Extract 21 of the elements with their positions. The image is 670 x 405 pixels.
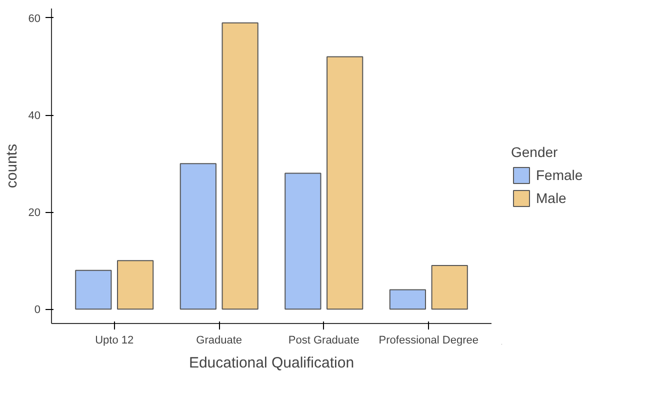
y-tick-label: 40 <box>28 110 41 122</box>
y-tick-label: 60 <box>28 12 41 25</box>
y-tick-label: 0 <box>34 304 41 316</box>
bar <box>222 22 258 310</box>
legend-title: Gender <box>511 144 559 160</box>
bar <box>75 270 112 310</box>
legend-label: Female <box>536 167 583 183</box>
bar <box>180 163 216 310</box>
legend-label: Male <box>536 190 566 206</box>
x-axis-title: Educational Qualification <box>188 354 354 372</box>
y-axis-title: counts <box>3 144 20 188</box>
bar <box>431 265 468 310</box>
bar <box>117 260 154 310</box>
bar <box>284 172 322 310</box>
x-tick-label: Upto 12 <box>95 334 134 346</box>
y-tick-label: 20 <box>28 207 41 220</box>
bar <box>326 56 364 310</box>
x-tick-label: Graduate <box>196 334 242 346</box>
bar <box>389 289 426 310</box>
x-tick-label: Professional Degree <box>378 334 478 346</box>
x-tick-label: Post Graduate <box>288 334 360 346</box>
